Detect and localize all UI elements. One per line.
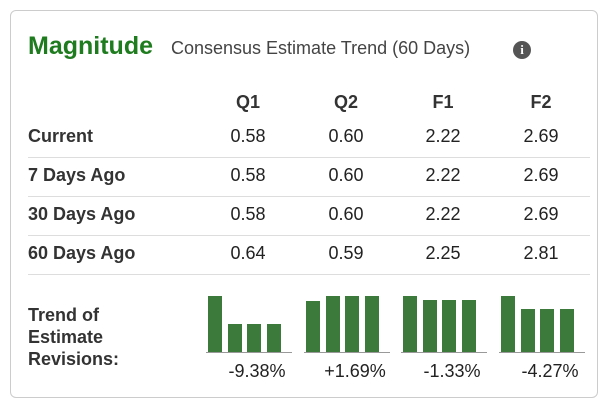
bar-baseline <box>401 352 487 353</box>
change-label: -1.33% <box>423 361 481 381</box>
trend-bar <box>345 296 359 352</box>
trend-bar <box>325 296 340 352</box>
trend-bar <box>501 296 515 352</box>
cell: 0.60 <box>328 204 364 224</box>
cell: 0.58 <box>230 165 266 185</box>
cell: 2.81 <box>523 243 559 263</box>
cell: 2.22 <box>425 165 461 185</box>
panel <box>10 10 598 398</box>
cell: 2.69 <box>523 126 559 146</box>
trend-bar <box>442 299 456 352</box>
row-label: 7 Days Ago <box>28 165 126 185</box>
trend-bar <box>247 323 261 352</box>
row-separator <box>28 274 590 275</box>
cell: 2.69 <box>523 204 559 224</box>
trend-bar <box>208 296 222 352</box>
trend-bar <box>520 308 535 352</box>
cell: 0.60 <box>328 165 364 185</box>
change-label: -9.38% <box>228 361 286 381</box>
cell: 0.58 <box>230 126 266 146</box>
bar-baseline <box>499 352 585 353</box>
subtitle: Consensus Estimate Trend (60 Days) <box>171 38 471 58</box>
trend-label: Trend of Estimate Revisions: <box>28 305 120 369</box>
trend-bar <box>266 323 281 352</box>
row-label: 60 Days Ago <box>28 243 136 263</box>
change-label: +1.69% <box>324 361 386 381</box>
row-label: Current <box>28 126 94 146</box>
bar-baseline <box>206 352 292 353</box>
column-header: F1 <box>432 92 454 112</box>
info-icon[interactable]: i <box>513 41 531 59</box>
row-separator <box>28 196 590 197</box>
change-label: -4.27% <box>521 361 579 381</box>
bar-baseline <box>304 352 390 353</box>
trend-bar <box>364 296 379 352</box>
cell: 2.22 <box>425 126 461 146</box>
trend-bar <box>461 299 476 352</box>
cell: 0.60 <box>328 126 364 146</box>
trend-bar <box>422 299 437 352</box>
row-separator <box>28 157 590 158</box>
trend-bar <box>403 296 417 352</box>
row-label: 30 Days Ago <box>28 204 136 224</box>
trend-bar <box>306 300 320 352</box>
cell: 0.59 <box>328 243 364 263</box>
cell: 0.58 <box>230 204 266 224</box>
trend-bar <box>540 308 554 352</box>
trend-bar <box>559 308 574 352</box>
title: Magnitude <box>28 32 153 60</box>
cell: 2.22 <box>425 204 461 224</box>
trend-bar <box>227 323 242 352</box>
row-separator <box>28 235 590 236</box>
column-header: F2 <box>530 92 552 112</box>
cell: 2.69 <box>523 165 559 185</box>
cell: 2.25 <box>425 243 461 263</box>
column-header: Q2 <box>333 92 359 112</box>
column-header: Q1 <box>235 92 261 112</box>
cell: 0.64 <box>230 243 266 263</box>
